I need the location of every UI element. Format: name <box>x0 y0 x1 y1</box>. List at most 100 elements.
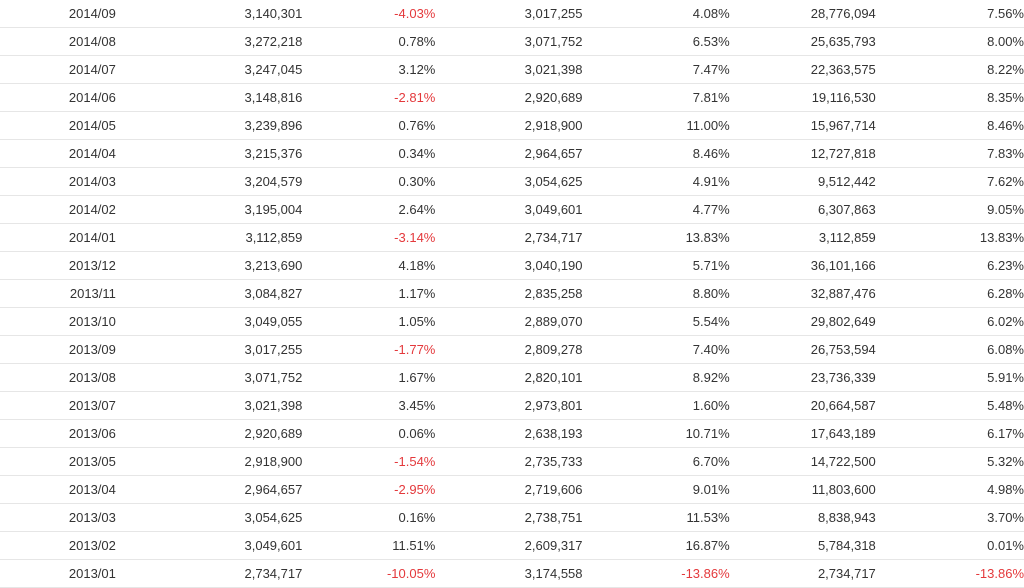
table-row: 2014/04 3,215,376 0.34% 2,964,657 8.46% 12,72… <box>0 139 1024 168</box>
value-cell: 3,148,816 <box>115 83 303 112</box>
value-cell: 3,272,218 <box>115 27 303 56</box>
cumulative-percent-cell: 5.32% <box>875 447 1024 476</box>
change-percent-cell: -10.05% <box>302 559 436 588</box>
comparison-value-cell: 2,638,193 <box>435 419 583 448</box>
month-cell: 2013/03 <box>0 503 116 532</box>
cumulative-value-cell: 5,784,318 <box>729 531 876 560</box>
month-cell: 2014/05 <box>0 111 116 140</box>
month-cell: 2013/10 <box>0 307 116 336</box>
change-percent-cell: 3.12% <box>302 55 436 84</box>
cumulative-value-cell: 8,838,943 <box>729 503 876 532</box>
value-cell: 3,054,625 <box>115 503 303 532</box>
cumulative-percent-cell: 8.46% <box>875 111 1024 140</box>
change-percent-cell: -3.14% <box>302 223 436 252</box>
table-row: 2013/12 3,213,690 4.18% 3,040,190 5.71% 36,10… <box>0 251 1024 280</box>
table-row: 2014/06 3,148,816 -2.81% 2,920,689 7.81% 19,1… <box>0 83 1024 112</box>
table-row: 2014/03 3,204,579 0.30% 3,054,625 4.91% 9,512… <box>0 167 1024 196</box>
comparison-value-cell: 3,174,558 <box>435 559 583 588</box>
change-percent-cell: 0.34% <box>302 139 436 168</box>
cumulative-percent-cell: 6.08% <box>875 335 1024 364</box>
value-cell: 2,918,900 <box>115 447 303 476</box>
comparison-value-cell: 2,738,751 <box>435 503 583 532</box>
month-cell: 2013/05 <box>0 447 116 476</box>
value-cell: 3,071,752 <box>115 363 303 392</box>
table-row: 2014/07 3,247,045 3.12% 3,021,398 7.47% 22,36… <box>0 55 1024 84</box>
cumulative-value-cell: 22,363,575 <box>729 55 876 84</box>
month-cell: 2014/04 <box>0 139 116 168</box>
comparison-percent-cell: 9.01% <box>582 475 730 504</box>
comparison-value-cell: 2,920,689 <box>435 83 583 112</box>
month-cell: 2014/06 <box>0 83 116 112</box>
comparison-percent-cell: 7.47% <box>582 55 730 84</box>
change-percent-cell: -1.77% <box>302 335 436 364</box>
change-percent-cell: -4.03% <box>302 0 436 28</box>
comparison-percent-cell: 5.71% <box>582 251 730 280</box>
cumulative-value-cell: 12,727,818 <box>729 139 876 168</box>
comparison-value-cell: 3,054,625 <box>435 167 583 196</box>
table-row: 2014/08 3,272,218 0.78% 3,071,752 6.53% 25,63… <box>0 27 1024 56</box>
value-cell: 2,964,657 <box>115 475 303 504</box>
comparison-percent-cell: 6.70% <box>582 447 730 476</box>
table-row: 2013/03 3,054,625 0.16% 2,738,751 11.53% 8,83… <box>0 503 1024 532</box>
comparison-percent-cell: 8.80% <box>582 279 730 308</box>
comparison-value-cell: 2,820,101 <box>435 363 583 392</box>
change-percent-cell: 1.67% <box>302 363 436 392</box>
change-percent-cell: 1.05% <box>302 307 436 336</box>
month-cell: 2014/09 <box>0 0 116 28</box>
comparison-value-cell: 3,017,255 <box>435 0 583 28</box>
change-percent-cell: 0.06% <box>302 419 436 448</box>
cumulative-value-cell: 28,776,094 <box>729 0 876 28</box>
change-percent-cell: 2.64% <box>302 195 436 224</box>
month-cell: 2014/07 <box>0 55 116 84</box>
value-cell: 3,017,255 <box>115 335 303 364</box>
cumulative-value-cell: 17,643,189 <box>729 419 876 448</box>
value-cell: 3,140,301 <box>115 0 303 28</box>
value-cell: 3,204,579 <box>115 167 303 196</box>
comparison-percent-cell: 7.81% <box>582 83 730 112</box>
value-cell: 3,021,398 <box>115 391 303 420</box>
change-percent-cell: 1.17% <box>302 279 436 308</box>
cumulative-value-cell: 36,101,166 <box>729 251 876 280</box>
comparison-value-cell: 2,918,900 <box>435 111 583 140</box>
comparison-value-cell: 2,609,317 <box>435 531 583 560</box>
cumulative-percent-cell: -13.86% <box>875 559 1024 588</box>
comparison-percent-cell: 6.53% <box>582 27 730 56</box>
comparison-percent-cell: 8.92% <box>582 363 730 392</box>
value-cell: 3,213,690 <box>115 251 303 280</box>
value-cell: 3,239,896 <box>115 111 303 140</box>
table-row: 2014/02 3,195,004 2.64% 3,049,601 4.77% 6,307… <box>0 195 1024 224</box>
comparison-percent-cell: 11.53% <box>582 503 730 532</box>
table-row: 2013/02 3,049,601 11.51% 2,609,317 16.87% 5,7… <box>0 531 1024 560</box>
table-row: 2014/09 3,140,301 -4.03% 3,017,255 4.08% 28,7… <box>0 0 1024 28</box>
cumulative-value-cell: 32,887,476 <box>729 279 876 308</box>
change-percent-cell: -1.54% <box>302 447 436 476</box>
comparison-value-cell: 3,049,601 <box>435 195 583 224</box>
cumulative-percent-cell: 6.02% <box>875 307 1024 336</box>
month-cell: 2013/02 <box>0 531 116 560</box>
table-row: 2014/01 3,112,859 -3.14% 2,734,717 13.83% 3,1… <box>0 223 1024 252</box>
value-cell: 3,112,859 <box>115 223 303 252</box>
month-cell: 2013/04 <box>0 475 116 504</box>
cumulative-value-cell: 3,112,859 <box>729 223 876 252</box>
comparison-percent-cell: 8.46% <box>582 139 730 168</box>
comparison-percent-cell: 10.71% <box>582 419 730 448</box>
table-row: 2013/08 3,071,752 1.67% 2,820,101 8.92% 23,73… <box>0 363 1024 392</box>
comparison-value-cell: 3,040,190 <box>435 251 583 280</box>
table-row: 2013/01 2,734,717 -10.05% 3,174,558 -13.86% 2… <box>0 559 1024 588</box>
cumulative-percent-cell: 7.62% <box>875 167 1024 196</box>
comparison-percent-cell: 1.60% <box>582 391 730 420</box>
table-row: 2013/04 2,964,657 -2.95% 2,719,606 9.01% 11,8… <box>0 475 1024 504</box>
change-percent-cell: 0.16% <box>302 503 436 532</box>
comparison-value-cell: 2,734,717 <box>435 223 583 252</box>
cumulative-value-cell: 9,512,442 <box>729 167 876 196</box>
cumulative-percent-cell: 7.83% <box>875 139 1024 168</box>
comparison-percent-cell: 16.87% <box>582 531 730 560</box>
cumulative-percent-cell: 9.05% <box>875 195 1024 224</box>
table-row: 2013/06 2,920,689 0.06% 2,638,193 10.71% 17,6… <box>0 419 1024 448</box>
cumulative-percent-cell: 13.83% <box>875 223 1024 252</box>
table-row: 2013/11 3,084,827 1.17% 2,835,258 8.80% 32,88… <box>0 279 1024 308</box>
cumulative-percent-cell: 0.01% <box>875 531 1024 560</box>
comparison-value-cell: 3,021,398 <box>435 55 583 84</box>
cumulative-value-cell: 19,116,530 <box>729 83 876 112</box>
